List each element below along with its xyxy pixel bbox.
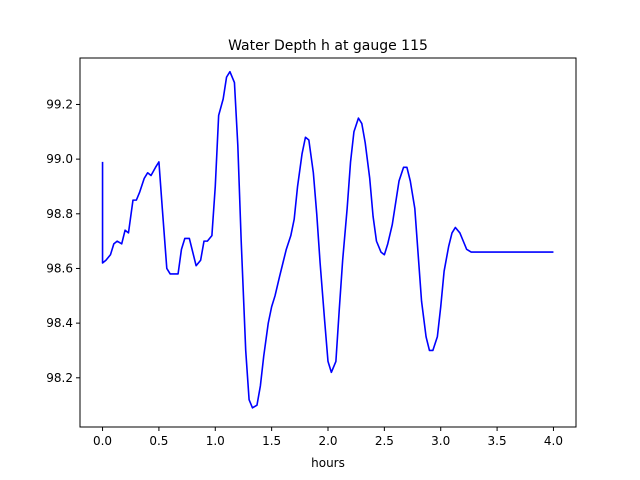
- x-tick-label: 1.5: [262, 434, 281, 448]
- x-tick-label: 3.0: [431, 434, 450, 448]
- y-axis-ticks: 98.2 98.4 98.6 98.8 99.0 99.2: [46, 97, 80, 385]
- y-tick-label: 98.4: [46, 316, 73, 330]
- x-axis-ticks: 0.0 0.5 1.0 1.5 2.0 2.5 3.0 3.5 4.0: [93, 427, 563, 448]
- y-tick-label: 98.6: [46, 261, 73, 275]
- x-tick-label: 0.5: [149, 434, 168, 448]
- x-tick-label: 4.0: [544, 434, 563, 448]
- x-tick-label: 2.0: [318, 434, 337, 448]
- y-tick-label: 98.8: [46, 207, 73, 221]
- x-tick-label: 3.5: [488, 434, 507, 448]
- x-tick-label: 1.0: [206, 434, 225, 448]
- y-tick-label: 99.2: [46, 97, 73, 111]
- x-tick-label: 0.0: [93, 434, 112, 448]
- plot-area: [80, 58, 576, 427]
- series-layer: [101, 70, 554, 409]
- x-axis-label: hours: [311, 456, 345, 470]
- chart-title: Water Depth h at gauge 115: [228, 38, 428, 54]
- x-tick-label: 2.5: [375, 434, 394, 448]
- y-tick-label: 99.0: [46, 152, 73, 166]
- y-tick-label: 98.2: [46, 371, 73, 385]
- series-line-0: [101, 70, 554, 409]
